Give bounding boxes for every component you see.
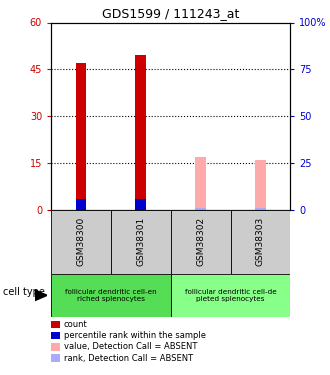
Bar xyxy=(76,63,86,210)
Bar xyxy=(136,199,146,210)
Polygon shape xyxy=(35,290,47,301)
FancyBboxPatch shape xyxy=(51,210,111,274)
Text: rank, Detection Call = ABSENT: rank, Detection Call = ABSENT xyxy=(64,354,193,363)
Text: GSM38300: GSM38300 xyxy=(77,217,85,267)
Bar xyxy=(76,199,86,210)
FancyBboxPatch shape xyxy=(171,274,290,317)
FancyBboxPatch shape xyxy=(51,274,171,317)
Bar xyxy=(195,207,206,210)
FancyBboxPatch shape xyxy=(111,210,171,274)
Bar xyxy=(136,56,146,210)
Text: cell type: cell type xyxy=(3,286,45,297)
Text: value, Detection Call = ABSENT: value, Detection Call = ABSENT xyxy=(64,342,197,351)
Text: count: count xyxy=(64,320,87,329)
Bar xyxy=(255,160,266,210)
Text: follicular dendritic cell-en
riched splenocytes: follicular dendritic cell-en riched sple… xyxy=(65,289,157,302)
Text: percentile rank within the sample: percentile rank within the sample xyxy=(64,331,206,340)
Bar xyxy=(195,157,206,210)
Bar xyxy=(255,207,266,210)
Text: GSM38301: GSM38301 xyxy=(136,217,146,267)
Text: GSM38302: GSM38302 xyxy=(196,217,205,266)
FancyBboxPatch shape xyxy=(231,210,290,274)
Text: follicular dendritic cell-de
pleted splenocytes: follicular dendritic cell-de pleted sple… xyxy=(185,289,277,302)
FancyBboxPatch shape xyxy=(171,210,231,274)
Title: GDS1599 / 111243_at: GDS1599 / 111243_at xyxy=(102,7,240,20)
Text: GSM38303: GSM38303 xyxy=(256,217,265,267)
